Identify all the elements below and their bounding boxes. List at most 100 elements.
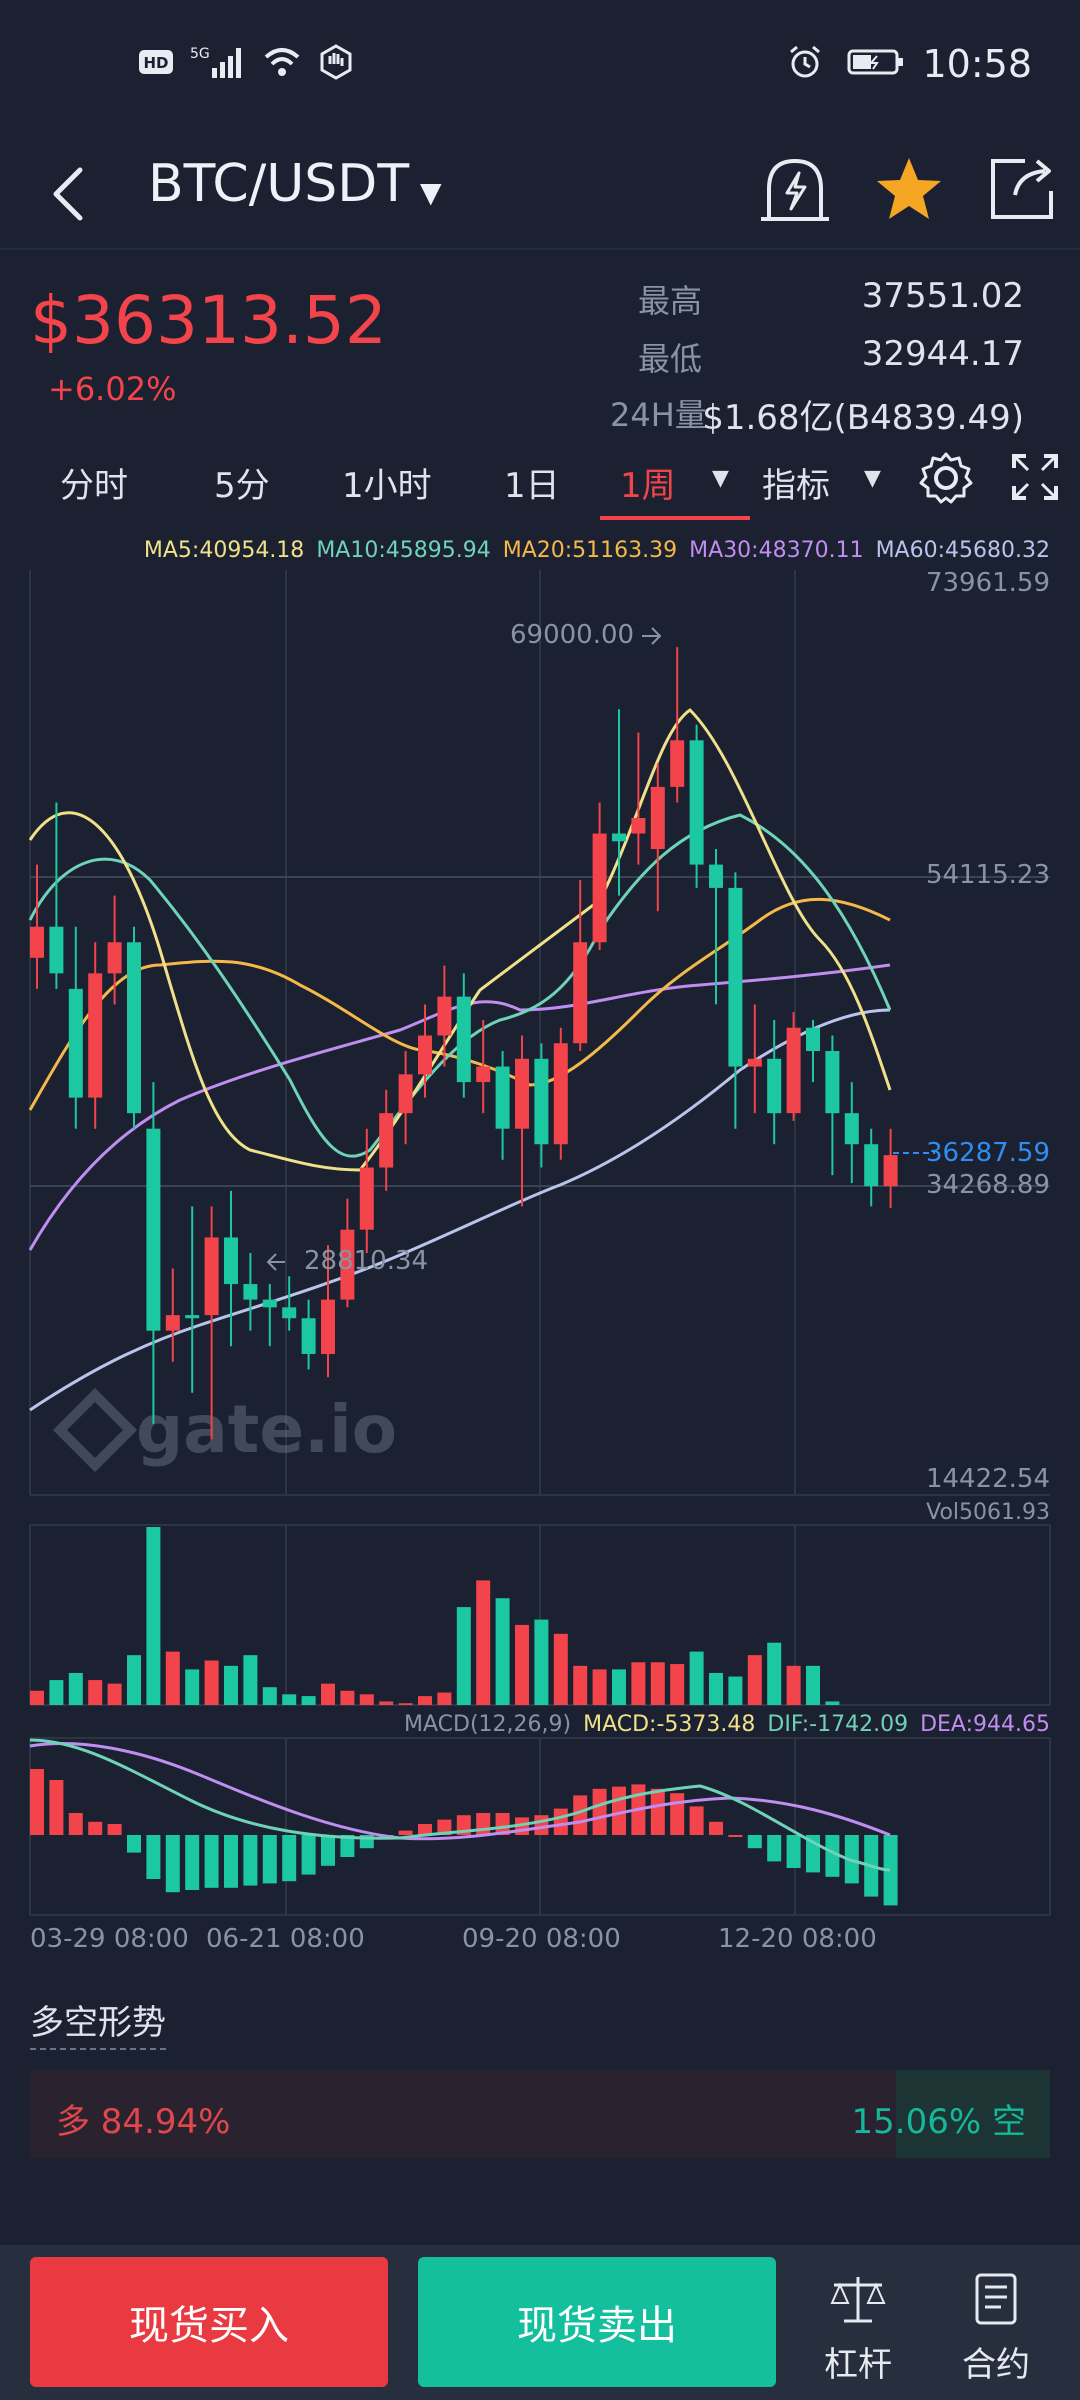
candle-body	[650, 786, 665, 850]
volume-bar	[49, 1680, 64, 1705]
volume-bar	[553, 1633, 568, 1705]
macd-bar	[224, 1835, 238, 1888]
dif-value: DIF:-1742.09	[767, 1712, 909, 1737]
volume-bar	[573, 1665, 588, 1705]
volume-bar	[359, 1694, 374, 1705]
contract-button[interactable]: 合约	[946, 2271, 1046, 2386]
pair-dropdown-caret-icon[interactable]: ▼	[420, 176, 442, 209]
macd-value: MACD:-5373.48	[583, 1712, 756, 1737]
price-alert-button[interactable]	[752, 146, 838, 232]
macd-bar	[825, 1835, 840, 1877]
low-marker	[266, 1253, 285, 1271]
macd-bar	[670, 1793, 685, 1835]
interval-tabs: 分时 5分 1小时 1日 1周 ▼ 指标 ▼	[0, 440, 1080, 520]
volume-bar	[476, 1580, 491, 1705]
macd-bar	[398, 1830, 413, 1835]
candle-body	[864, 1144, 879, 1187]
low-value: 32944.17	[861, 334, 1024, 374]
macd-bar	[534, 1815, 549, 1835]
hand-icon	[320, 44, 352, 80]
macd-bar	[709, 1821, 723, 1835]
svg-text:HD: HD	[143, 54, 168, 72]
svg-text:gate.io: gate.io	[136, 1391, 397, 1468]
back-button[interactable]	[40, 150, 100, 230]
candle-body	[476, 1066, 491, 1083]
volume-bar	[301, 1696, 316, 1705]
volume-bar	[534, 1619, 549, 1705]
price-axis-bottom: 14422.54	[925, 1464, 1050, 1494]
bottom-action-bar: 现货买入 现货卖出 杠杆 合约	[0, 2245, 1080, 2400]
volume-bar	[418, 1696, 432, 1705]
ma10-line	[28, 813, 892, 1158]
ma30-value: MA30:48370.11	[689, 538, 864, 563]
volume-bar	[456, 1607, 471, 1705]
current-price-tag: 36287.59	[925, 1138, 1050, 1168]
chart-settings-button[interactable]	[918, 450, 974, 515]
share-button[interactable]	[980, 146, 1066, 232]
macd-lines	[29, 1738, 891, 1872]
dea-line	[29, 1742, 891, 1841]
volume-bar	[321, 1683, 335, 1705]
gear-icon	[919, 452, 973, 504]
candle-body	[670, 740, 685, 787]
leverage-button[interactable]: 杠杆	[808, 2271, 908, 2386]
alarm-icon	[790, 45, 820, 78]
spot-buy-button[interactable]: 现货买入	[30, 2257, 388, 2387]
macd-bar	[340, 1835, 355, 1857]
tab-1day[interactable]: 1日	[504, 466, 560, 506]
share-icon	[991, 159, 1053, 219]
favorite-button[interactable]	[866, 146, 952, 232]
macd-bar	[30, 1769, 44, 1835]
volume-bar	[127, 1655, 141, 1705]
fullscreen-button[interactable]	[1010, 452, 1060, 511]
volume-bar	[631, 1662, 646, 1705]
volume-bar	[592, 1669, 607, 1705]
candle-body	[767, 1058, 782, 1114]
tab-1hour[interactable]: 1小时	[342, 466, 432, 506]
high-label: 最高	[638, 282, 703, 320]
x-axis-label-4: 12-20 08:00	[718, 1924, 877, 1954]
candle-body	[612, 833, 626, 842]
tab-timeshare[interactable]: 分时	[60, 466, 128, 506]
candle-body	[806, 1027, 820, 1052]
spot-sell-button[interactable]: 现货卖出	[418, 2257, 776, 2387]
indicator-dropdown-caret-icon[interactable]: ▼	[864, 466, 881, 491]
volume-bars	[30, 1527, 840, 1705]
volume-bar	[30, 1690, 44, 1705]
x-axis-label-1: 03-29 08:00	[30, 1924, 189, 1954]
price-change: +6.02%	[48, 370, 177, 408]
volume-bar	[165, 1651, 180, 1705]
macd-bar	[650, 1788, 665, 1835]
volume-bar	[650, 1662, 665, 1705]
macd-bar	[883, 1835, 898, 1906]
sentiment-short-fill	[896, 2070, 1050, 2158]
volume-bar	[379, 1701, 394, 1705]
tab-5min[interactable]: 5分	[214, 466, 270, 506]
indicator-selector[interactable]: 指标	[762, 466, 830, 506]
candlesticks	[30, 647, 898, 1440]
volume-bar	[224, 1665, 238, 1705]
sentiment-long-text: 多 84.94%	[56, 2102, 231, 2142]
kline-chart[interactable]: gate.io	[0, 560, 1080, 1930]
macd-bar	[437, 1819, 452, 1835]
candle-body	[437, 996, 452, 1036]
status-icons-right	[787, 44, 905, 80]
macd-bar	[165, 1835, 180, 1893]
status-bar: HD 5G 10:58	[0, 0, 1080, 130]
macd-bar	[185, 1835, 200, 1890]
macd-bar	[282, 1835, 297, 1882]
battery-icon	[847, 49, 903, 75]
macd-legend: MACD(12,26,9) MACD:-5373.48 DIF:-1742.09…	[404, 1712, 1050, 1737]
volume-bar	[437, 1692, 452, 1705]
candle-body	[456, 996, 471, 1083]
volume-bar	[185, 1669, 200, 1705]
candle-body	[243, 1284, 258, 1300]
hd-icon: HD	[139, 50, 173, 74]
candle-body	[30, 926, 44, 958]
candle-body	[844, 1113, 859, 1145]
tab-1week[interactable]: 1周	[620, 466, 676, 506]
macd-bar	[243, 1835, 258, 1886]
pair-selector[interactable]: BTC/USDT	[148, 154, 410, 214]
volume-bar	[146, 1527, 161, 1705]
interval-dropdown-caret-icon[interactable]: ▼	[712, 466, 729, 491]
